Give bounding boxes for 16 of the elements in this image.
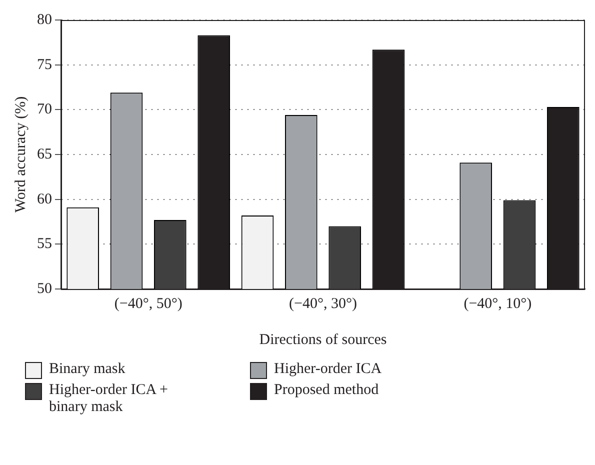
legend-label: Proposed method <box>274 382 380 399</box>
legend-label: Higher-order ICA <box>274 361 383 378</box>
y-axis-title: Word accuracy (%) <box>12 96 29 213</box>
x-tick-label: (−40°, 10°) <box>464 296 532 312</box>
x-tick-label: (−40°, 30°) <box>289 296 357 312</box>
y-tick-label: 65 <box>37 146 52 162</box>
x-tick-label: (−40°, 50°) <box>114 296 182 312</box>
y-tick-label: 50 <box>37 280 52 297</box>
y-tick-label: 70 <box>37 102 52 118</box>
x-axis-title: Directions of sources <box>259 332 387 348</box>
legend-label: Binary mask <box>49 361 126 378</box>
y-tick-label: 55 <box>37 236 52 252</box>
legend-label: Higher-order ICA + binary mask <box>49 382 169 416</box>
y-tick-label: 75 <box>37 56 52 73</box>
y-tick-label: 80 <box>37 12 52 28</box>
y-tick-label: 60 <box>37 191 52 208</box>
